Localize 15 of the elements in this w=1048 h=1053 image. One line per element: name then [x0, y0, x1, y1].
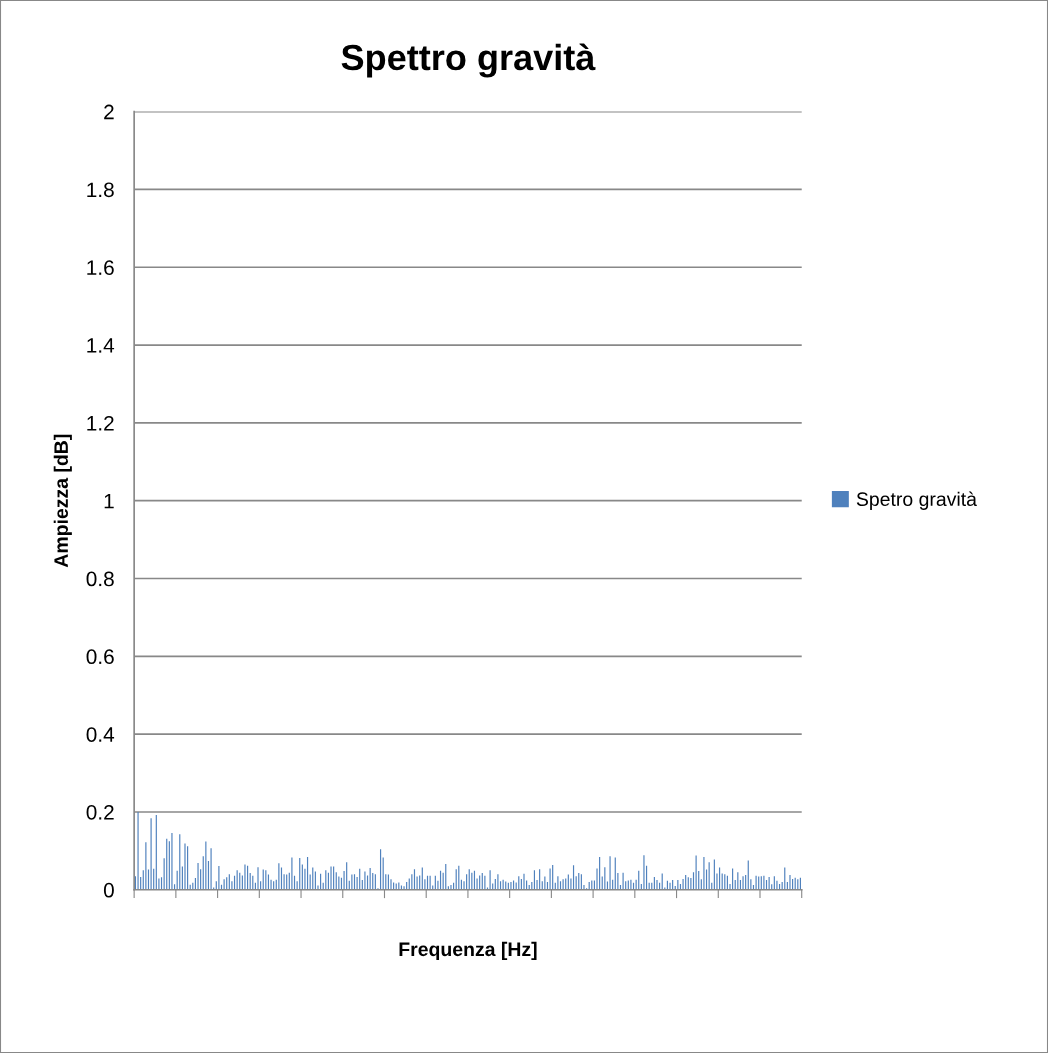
y-tick-label: 1.4 [87, 338, 115, 353]
y-tick-label: 0 [103, 882, 114, 898]
y-tick-label: 2 [104, 104, 114, 120]
legend-label: Spetro gravità [856, 491, 977, 510]
chart-title: Spettro gravità [341, 43, 596, 78]
y-tick-label: 1.8 [87, 182, 114, 198]
y-tick-label: 0.2 [86, 804, 114, 820]
y-axis-title: Ampiezza [dB] [53, 434, 72, 568]
y-tick-label: 0.4 [86, 727, 115, 742]
y-tick-label: 1.6 [87, 260, 114, 276]
x-axis-title: Frequenza [Hz] [399, 941, 537, 960]
y-tick-label: 0.6 [86, 649, 114, 665]
y-tick-label: 0.8 [86, 571, 114, 587]
y-tick-label: 1.2 [87, 415, 114, 431]
y-tick-label: 1 [104, 493, 114, 509]
